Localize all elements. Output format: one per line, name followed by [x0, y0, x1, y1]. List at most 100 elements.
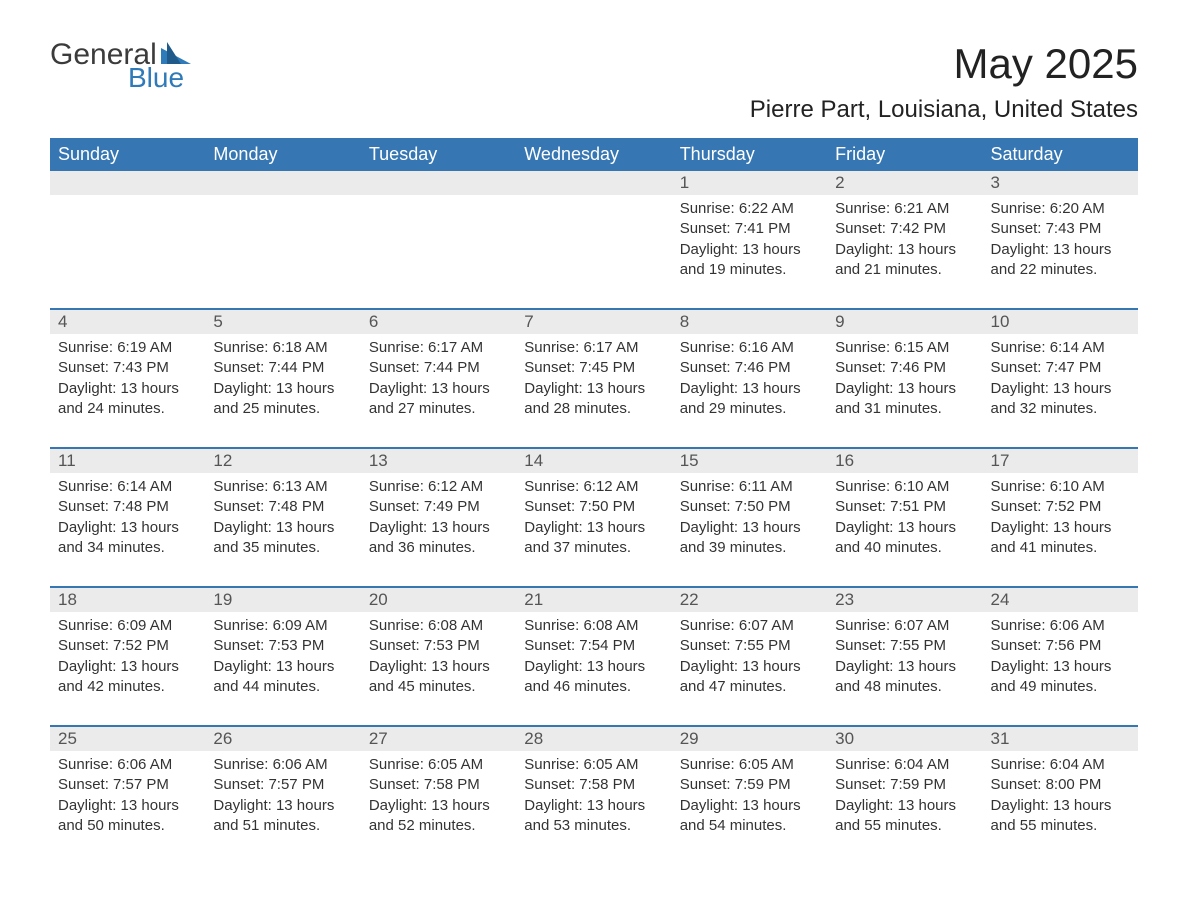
daylight-line: Daylight: 13 hours and 44 minutes.: [213, 657, 352, 698]
day-body: Sunrise: 6:06 AMSunset: 7:57 PMDaylight:…: [50, 751, 205, 864]
day-number: 6: [361, 310, 516, 334]
sunset-line: Sunset: 7:44 PM: [369, 358, 508, 378]
day-cell-2: 2Sunrise: 6:21 AMSunset: 7:42 PMDaylight…: [827, 171, 982, 309]
daylight-line: Daylight: 13 hours and 53 minutes.: [524, 796, 663, 837]
sunrise-line: Sunrise: 6:10 AM: [835, 477, 974, 497]
daylight-line: Daylight: 13 hours and 37 minutes.: [524, 518, 663, 559]
day-cell-18: 18Sunrise: 6:09 AMSunset: 7:52 PMDayligh…: [50, 587, 205, 726]
day-body: Sunrise: 6:17 AMSunset: 7:45 PMDaylight:…: [516, 334, 671, 447]
day-number: 8: [672, 310, 827, 334]
day-cell-13: 13Sunrise: 6:12 AMSunset: 7:49 PMDayligh…: [361, 448, 516, 587]
day-cell-21: 21Sunrise: 6:08 AMSunset: 7:54 PMDayligh…: [516, 587, 671, 726]
day-cell-12: 12Sunrise: 6:13 AMSunset: 7:48 PMDayligh…: [205, 448, 360, 587]
daylight-line: Daylight: 13 hours and 55 minutes.: [835, 796, 974, 837]
weekday-thursday: Thursday: [672, 138, 827, 171]
day-number: 18: [50, 588, 205, 612]
day-number: 11: [50, 449, 205, 473]
daylight-line: Daylight: 13 hours and 47 minutes.: [680, 657, 819, 698]
day-body: Sunrise: 6:07 AMSunset: 7:55 PMDaylight:…: [827, 612, 982, 725]
daylight-line: Daylight: 13 hours and 25 minutes.: [213, 379, 352, 420]
day-cell-11: 11Sunrise: 6:14 AMSunset: 7:48 PMDayligh…: [50, 448, 205, 587]
day-body: Sunrise: 6:21 AMSunset: 7:42 PMDaylight:…: [827, 195, 982, 308]
logo: General Blue: [50, 40, 191, 92]
day-cell-3: 3Sunrise: 6:20 AMSunset: 7:43 PMDaylight…: [983, 171, 1138, 309]
sunrise-line: Sunrise: 6:19 AM: [58, 338, 197, 358]
sunset-line: Sunset: 7:49 PM: [369, 497, 508, 517]
day-number: 16: [827, 449, 982, 473]
day-cell-31: 31Sunrise: 6:04 AMSunset: 8:00 PMDayligh…: [983, 726, 1138, 864]
empty-day-bar: [361, 171, 516, 195]
day-number: 5: [205, 310, 360, 334]
sunset-line: Sunset: 7:53 PM: [213, 636, 352, 656]
day-number: 26: [205, 727, 360, 751]
day-body: Sunrise: 6:16 AMSunset: 7:46 PMDaylight:…: [672, 334, 827, 447]
day-cell-9: 9Sunrise: 6:15 AMSunset: 7:46 PMDaylight…: [827, 309, 982, 448]
weekday-wednesday: Wednesday: [516, 138, 671, 171]
sunrise-line: Sunrise: 6:09 AM: [213, 616, 352, 636]
sunrise-line: Sunrise: 6:06 AM: [58, 755, 197, 775]
day-body: Sunrise: 6:14 AMSunset: 7:47 PMDaylight:…: [983, 334, 1138, 447]
sunrise-line: Sunrise: 6:04 AM: [835, 755, 974, 775]
calendar-table: SundayMondayTuesdayWednesdayThursdayFrid…: [50, 138, 1138, 864]
day-body: Sunrise: 6:12 AMSunset: 7:49 PMDaylight:…: [361, 473, 516, 586]
sunset-line: Sunset: 7:55 PM: [680, 636, 819, 656]
sunset-line: Sunset: 7:57 PM: [213, 775, 352, 795]
logo-flag-icon: [161, 42, 191, 64]
day-cell-17: 17Sunrise: 6:10 AMSunset: 7:52 PMDayligh…: [983, 448, 1138, 587]
daylight-line: Daylight: 13 hours and 35 minutes.: [213, 518, 352, 559]
sunrise-line: Sunrise: 6:13 AM: [213, 477, 352, 497]
day-body: Sunrise: 6:04 AMSunset: 8:00 PMDaylight:…: [983, 751, 1138, 864]
week-row: 18Sunrise: 6:09 AMSunset: 7:52 PMDayligh…: [50, 587, 1138, 726]
empty-cell: [361, 171, 516, 309]
week-row: 25Sunrise: 6:06 AMSunset: 7:57 PMDayligh…: [50, 726, 1138, 864]
day-body: Sunrise: 6:11 AMSunset: 7:50 PMDaylight:…: [672, 473, 827, 586]
day-body: Sunrise: 6:22 AMSunset: 7:41 PMDaylight:…: [672, 195, 827, 308]
daylight-line: Daylight: 13 hours and 24 minutes.: [58, 379, 197, 420]
daylight-line: Daylight: 13 hours and 34 minutes.: [58, 518, 197, 559]
week-row: 1Sunrise: 6:22 AMSunset: 7:41 PMDaylight…: [50, 171, 1138, 309]
weekday-sunday: Sunday: [50, 138, 205, 171]
daylight-line: Daylight: 13 hours and 32 minutes.: [991, 379, 1130, 420]
day-number: 15: [672, 449, 827, 473]
day-cell-10: 10Sunrise: 6:14 AMSunset: 7:47 PMDayligh…: [983, 309, 1138, 448]
sunrise-line: Sunrise: 6:05 AM: [680, 755, 819, 775]
sunset-line: Sunset: 7:58 PM: [369, 775, 508, 795]
day-body: Sunrise: 6:06 AMSunset: 7:56 PMDaylight:…: [983, 612, 1138, 725]
empty-cell: [50, 171, 205, 309]
sunset-line: Sunset: 7:59 PM: [835, 775, 974, 795]
daylight-line: Daylight: 13 hours and 39 minutes.: [680, 518, 819, 559]
sunset-line: Sunset: 7:43 PM: [991, 219, 1130, 239]
sunrise-line: Sunrise: 6:06 AM: [991, 616, 1130, 636]
sunrise-line: Sunrise: 6:06 AM: [213, 755, 352, 775]
logo-text-blue: Blue: [128, 64, 191, 92]
day-body: Sunrise: 6:13 AMSunset: 7:48 PMDaylight:…: [205, 473, 360, 586]
sunrise-line: Sunrise: 6:22 AM: [680, 199, 819, 219]
daylight-line: Daylight: 13 hours and 45 minutes.: [369, 657, 508, 698]
daylight-line: Daylight: 13 hours and 41 minutes.: [991, 518, 1130, 559]
daylight-line: Daylight: 13 hours and 22 minutes.: [991, 240, 1130, 281]
sunset-line: Sunset: 7:42 PM: [835, 219, 974, 239]
daylight-line: Daylight: 13 hours and 51 minutes.: [213, 796, 352, 837]
day-number: 29: [672, 727, 827, 751]
location: Pierre Part, Louisiana, United States: [750, 96, 1138, 124]
day-number: 3: [983, 171, 1138, 195]
daylight-line: Daylight: 13 hours and 19 minutes.: [680, 240, 819, 281]
sunrise-line: Sunrise: 6:08 AM: [369, 616, 508, 636]
daylight-line: Daylight: 13 hours and 46 minutes.: [524, 657, 663, 698]
sunset-line: Sunset: 7:53 PM: [369, 636, 508, 656]
day-number: 25: [50, 727, 205, 751]
day-body: Sunrise: 6:12 AMSunset: 7:50 PMDaylight:…: [516, 473, 671, 586]
day-body: Sunrise: 6:06 AMSunset: 7:57 PMDaylight:…: [205, 751, 360, 864]
empty-cell: [516, 171, 671, 309]
day-cell-23: 23Sunrise: 6:07 AMSunset: 7:55 PMDayligh…: [827, 587, 982, 726]
day-body: Sunrise: 6:20 AMSunset: 7:43 PMDaylight:…: [983, 195, 1138, 308]
day-body: Sunrise: 6:10 AMSunset: 7:52 PMDaylight:…: [983, 473, 1138, 586]
sunset-line: Sunset: 7:48 PM: [213, 497, 352, 517]
weekday-friday: Friday: [827, 138, 982, 171]
sunrise-line: Sunrise: 6:08 AM: [524, 616, 663, 636]
day-number: 24: [983, 588, 1138, 612]
day-body: Sunrise: 6:09 AMSunset: 7:53 PMDaylight:…: [205, 612, 360, 725]
day-number: 4: [50, 310, 205, 334]
sunset-line: Sunset: 7:56 PM: [991, 636, 1130, 656]
sunrise-line: Sunrise: 6:18 AM: [213, 338, 352, 358]
